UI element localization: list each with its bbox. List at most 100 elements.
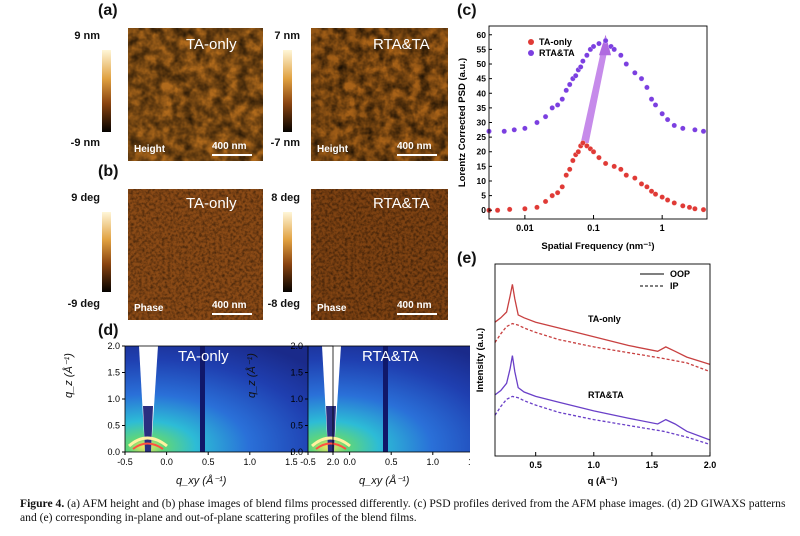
d-right-ylabel: q_z (Å⁻¹)	[246, 353, 258, 398]
c-point-ta-only	[648, 188, 655, 194]
c-point-rta-ta	[671, 122, 678, 129]
c-point-rta-ta	[501, 128, 507, 135]
c-point-ta-only	[671, 200, 678, 206]
caption-fig-label: Figure 4.	[20, 497, 65, 510]
d-xtick-label: 1.5	[468, 457, 470, 467]
c-point-rta-ta	[590, 43, 597, 50]
c-point-ta-only	[623, 172, 630, 178]
b-right-title: RTA&TA	[373, 195, 430, 212]
c-point-rta-ta	[522, 125, 528, 132]
e-xtick-label: 0.5	[529, 460, 542, 470]
c-ytick-label: 60	[477, 30, 487, 40]
c-point-rta-ta	[572, 72, 579, 79]
a-right-scalebar	[397, 154, 437, 156]
panel-c-label: (c)	[457, 2, 477, 19]
c-point-ta-only	[611, 163, 617, 170]
c-point-ta-only	[542, 198, 549, 205]
d-right-xlabel: q_xy (Å⁻¹)	[359, 475, 410, 487]
panel-d-label: (d)	[98, 322, 119, 339]
a-right-colorbar	[283, 50, 292, 132]
d-xtick-label: 1.5	[285, 457, 298, 467]
c-point-rta-ta	[692, 127, 698, 133]
b-left-scale-max: 9 deg	[71, 192, 100, 204]
panel-b-label: (b)	[98, 163, 119, 180]
scattering-chart: 0.5 1.0 1.5 2.0 q (Å⁻¹) Intensity (a.u.) TA-on…	[475, 263, 717, 487]
c-point-rta-ta	[659, 110, 665, 117]
a-left-scalebar	[212, 154, 252, 156]
c-point-rta-ta	[611, 46, 617, 53]
c-ylabel: Lorentz Corrected PSD (a.u.)	[457, 58, 468, 187]
d-xtick-label: -0.5	[117, 457, 133, 467]
c-point-rta-ta	[638, 75, 645, 82]
e-xtick-label: 1.5	[646, 460, 659, 470]
c-point-rta-ta	[554, 102, 561, 108]
psd-chart: 0 5 10 15 20 25 30 35 40 45 50 55 60 0.01 0.1 1 Spatial …	[457, 25, 708, 252]
c-point-rta-ta	[580, 58, 586, 64]
c-point-ta-only	[602, 160, 609, 167]
c-ytick-label: 50	[477, 59, 487, 69]
d-left-ylabel: q_z (Å⁻¹)	[63, 353, 75, 398]
e-frame	[494, 263, 711, 457]
c-point-rta-ta	[559, 96, 565, 102]
c-point-rta-ta	[577, 64, 584, 70]
c-shift-arrowhead	[598, 34, 612, 56]
c-point-rta-ta	[566, 81, 573, 88]
c-point-ta-only	[506, 206, 513, 213]
c-point-rta-ta	[680, 125, 686, 132]
afm-height-rta-ta: RTA&TA Height 400 nm	[311, 28, 448, 161]
e-curve	[494, 395, 711, 446]
c-point-rta-ta	[563, 87, 569, 94]
panel-e-label: (e)	[457, 250, 477, 267]
a-right-scale-max: 7 nm	[274, 30, 300, 42]
d-ytick-label: 1.5	[290, 368, 303, 378]
a-right-scalebar-label: 400 nm	[397, 141, 432, 152]
c-point-ta-only	[522, 206, 528, 212]
d-ytick-label: 0.5	[107, 421, 120, 431]
afm-height-ta-only: TA-only Height 400 nm	[128, 28, 263, 161]
c-ytick-label: 10	[477, 176, 487, 186]
c-point-ta-only	[554, 189, 561, 196]
c-xtick-label: 0.01	[516, 223, 534, 233]
b-right-scalebar	[397, 313, 437, 315]
c-ytick-label: 25	[477, 132, 487, 142]
c-point-rta-ta	[549, 105, 555, 111]
c-point-rta-ta	[632, 70, 638, 76]
c-legend-label: RTA&TA	[539, 48, 575, 58]
c-point-ta-only	[664, 197, 671, 203]
c-point-ta-only	[680, 203, 686, 209]
c-point-rta-ta	[644, 84, 650, 91]
a-left-scale-max: 9 nm	[74, 30, 100, 42]
c-ytick-label: 20	[477, 147, 487, 157]
d-xtick-label: 0.5	[202, 457, 215, 467]
c-point-rta-ta	[602, 37, 609, 44]
a-left-title: TA-only	[186, 36, 237, 53]
b-right-scale-min: -8 deg	[267, 298, 300, 310]
a-right-title: RTA&TA	[373, 36, 430, 53]
c-frame	[488, 25, 708, 220]
b-left-mode: Phase	[134, 303, 164, 314]
c-ytick-label: 5	[481, 191, 486, 201]
b-left-title: TA-only	[186, 195, 237, 212]
b-left-scalebar	[212, 313, 252, 315]
d-ytick-label: 2.0	[290, 341, 303, 351]
e-curve-label: RTA&TA	[588, 390, 624, 400]
d-ytick-label: 1.0	[107, 394, 120, 404]
a-right-mode: Height	[317, 144, 349, 155]
e-curve-label: TA-only	[588, 314, 621, 324]
d-left-xlabel: q_xy (Å⁻¹)	[176, 475, 227, 487]
c-point-rta-ta	[623, 61, 630, 67]
c-legend-label: TA-only	[539, 37, 572, 47]
c-point-rta-ta	[664, 116, 671, 123]
figure-caption: Figure 4. (a) AFM height and (b) phase i…	[20, 497, 790, 525]
d-xtick-label: 2.0	[327, 457, 340, 467]
c-point-ta-only	[575, 148, 582, 155]
e-xlabel: q (Å⁻¹)	[588, 476, 618, 487]
e-curve	[494, 355, 711, 441]
c-legend-marker	[528, 39, 534, 45]
e-xtick-label: 2.0	[704, 460, 717, 470]
c-point-ta-only	[534, 204, 540, 211]
afm-phase-rta-ta: RTA&TA Phase 400 nm	[311, 189, 448, 320]
b-right-scale-max: 8 deg	[271, 192, 300, 204]
c-point-rta-ta	[542, 113, 549, 120]
d-xtick-label: 1.0	[244, 457, 257, 467]
